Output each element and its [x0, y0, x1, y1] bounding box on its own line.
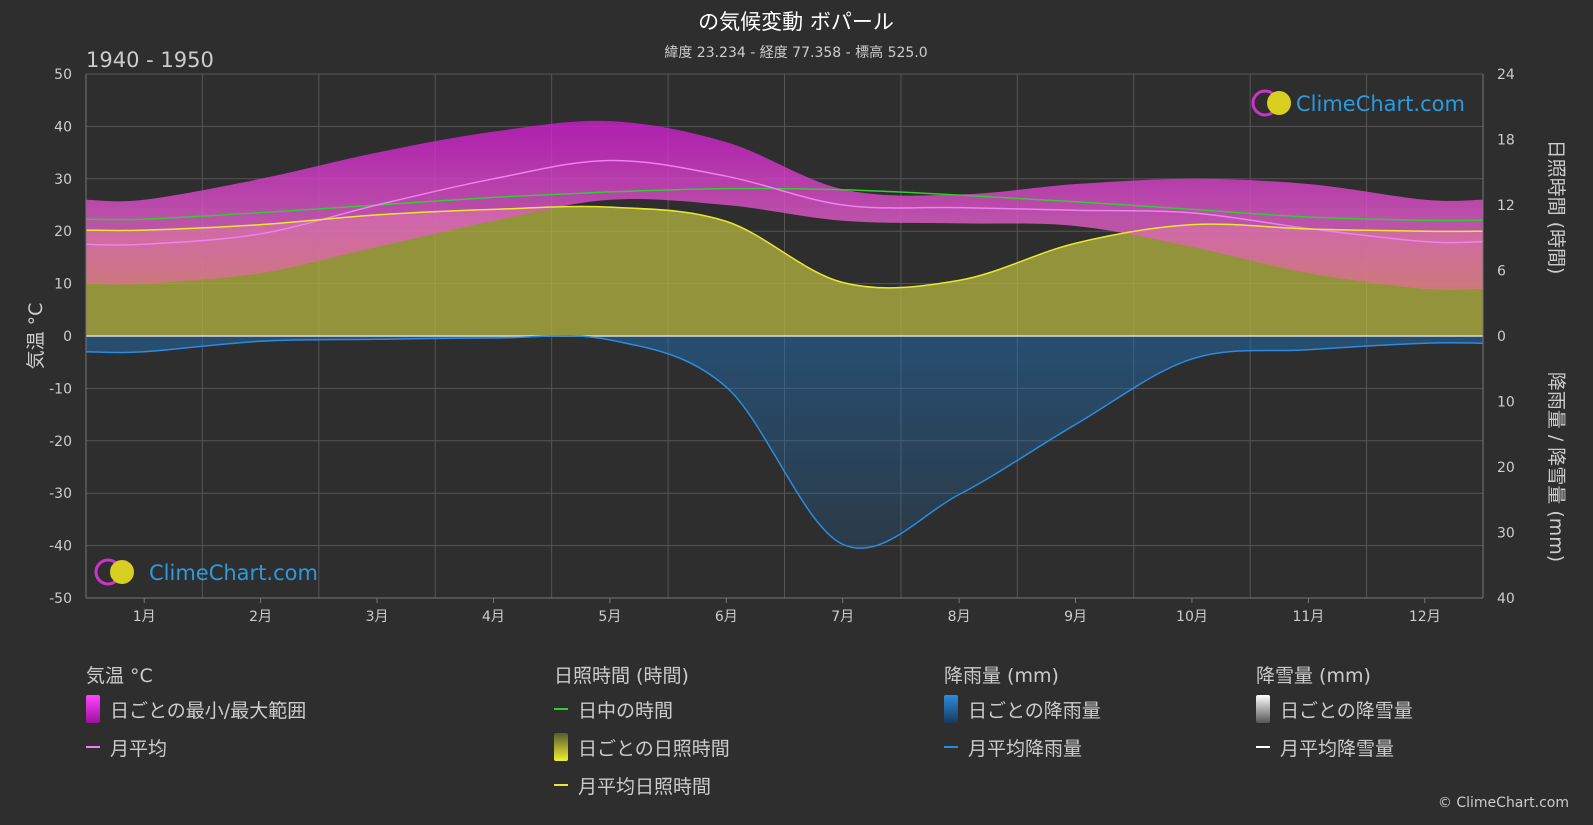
sunshine-mean-line [85, 205, 1484, 289]
month-label: 12月 [1409, 609, 1441, 625]
legend-sunshine-daily-label: 日ごとの日照時間 [578, 737, 730, 760]
legend-snow: 降雪量 (mm) 日ごとの降雪量 月平均降雪量 [1256, 662, 1413, 766]
sunshine-tick-label: 12 [1497, 198, 1515, 214]
legend-rain-mean[interactable]: 月平均降雨量 [944, 728, 1101, 766]
month-label: 8月 [948, 609, 971, 625]
legend-temperature-title: 気温 °C [86, 665, 153, 687]
logo-sun-icon [1267, 91, 1291, 115]
temp-tick-label: 40 [54, 119, 72, 135]
sunshine-tick-label: 6 [1497, 264, 1506, 280]
chart-title: の気候変動 ボパール [698, 10, 894, 34]
temp-tick-label: 0 [63, 329, 72, 345]
legend-rain-daily-label: 日ごとの降雨量 [968, 699, 1101, 722]
chart-subtitle: 緯度 23.234 - 経度 77.358 - 標高 525.0 [664, 44, 927, 61]
legend-rain: 降雨量 (mm) 日ごとの降雨量 月平均降雨量 [944, 662, 1101, 766]
legend-snow-mean-label: 月平均降雪量 [1280, 737, 1395, 760]
temp-tick-label: -30 [49, 486, 72, 502]
temp-tick-label: 50 [54, 67, 72, 83]
sunshine-daily-swatch [554, 733, 568, 761]
daylight-line [85, 187, 1484, 222]
snow-daily-swatch [1256, 695, 1270, 723]
period-label: 1940 - 1950 [86, 48, 214, 72]
sunshine-mean-swatch [554, 784, 568, 786]
brand-text-bottom: ClimeChart.com [149, 561, 318, 585]
month-label: 3月 [366, 609, 389, 625]
brand-logo-bottom[interactable]: ClimeChart.com [94, 558, 318, 586]
legend-snow-daily-label: 日ごとの降雪量 [1280, 699, 1413, 722]
axes: 50 40 30 20 10 0 -10 -20 -30 -40 -50 24 18 12 6 0 10 20 30… [49, 67, 1515, 625]
right-axis-label-top: 日照時間 (時間) [1545, 140, 1567, 275]
legend-snow-daily[interactable]: 日ごとの降雪量 [1256, 690, 1413, 728]
month-label: 1月 [133, 609, 156, 625]
temp-mean-swatch [86, 746, 100, 748]
snow-mean-swatch [1256, 746, 1270, 748]
left-axis-label: 気温 °C [25, 303, 47, 370]
temp-mean-line [85, 159, 1484, 246]
legend-sunshine-mean[interactable]: 月平均日照時間 [554, 766, 730, 804]
legend-rain-daily[interactable]: 日ごとの降雨量 [944, 690, 1101, 728]
legend-temp-range-label: 日ごとの最小/最大範囲 [110, 699, 307, 722]
month-label: 6月 [715, 609, 738, 625]
month-label: 9月 [1064, 609, 1087, 625]
climate-chart: の気候変動 ボパール 緯度 23.234 - 経度 77.358 - 標高 52… [25, 10, 1567, 625]
data-lines [85, 159, 1484, 549]
rain-tick-label: 40 [1497, 591, 1515, 607]
sunshine-tick-label: 24 [1497, 67, 1515, 83]
sunshine-tick-label: 18 [1497, 133, 1515, 149]
legend-daylight-label: 日中の時間 [578, 699, 674, 722]
temp-tick-label: 20 [54, 224, 72, 240]
brand-logo-top[interactable]: ClimeChart.com [1251, 89, 1465, 117]
brand-text-top: ClimeChart.com [1296, 92, 1465, 116]
temp-tick-label: -40 [49, 539, 72, 555]
sunshine-tick-label: 0 [1497, 329, 1506, 345]
data-areas [86, 120, 1483, 549]
right-axis-label-bottom: 降雨量 / 降雪量 (mm) [1545, 372, 1567, 562]
legend-sunshine-title: 日照時間 (時間) [554, 665, 689, 687]
daylight-swatch [554, 708, 568, 710]
temp-tick-label: -50 [49, 591, 72, 607]
temp-tick-label: -20 [49, 434, 72, 450]
legend-daylight[interactable]: 日中の時間 [554, 690, 730, 728]
month-label: 7月 [831, 609, 854, 625]
month-label: 2月 [249, 609, 272, 625]
sunshine-area [86, 206, 1483, 336]
rain-tick-label: 10 [1497, 395, 1515, 411]
rain-daily-swatch [944, 695, 958, 723]
rain-area [86, 335, 1483, 549]
legend-sunshine: 日照時間 (時間) 日中の時間 日ごとの日照時間 月平均日照時間 [554, 662, 730, 804]
legend-snow-title: 降雪量 (mm) [1256, 665, 1371, 687]
legend-temp-mean-label: 月平均 [110, 737, 168, 760]
copyright: © ClimeChart.com [1437, 795, 1569, 811]
temp-range-swatch [86, 695, 100, 723]
legend-sunshine-mean-label: 月平均日照時間 [578, 775, 712, 798]
logo-sun-icon [110, 560, 134, 584]
legend-temp-range[interactable]: 日ごとの最小/最大範囲 [86, 690, 306, 728]
month-label: 5月 [598, 609, 621, 625]
rain-tick-label: 30 [1497, 526, 1515, 542]
temp-range-band [86, 120, 1483, 291]
legend-rain-mean-label: 月平均降雨量 [968, 737, 1083, 760]
rain-tick-label: 20 [1497, 460, 1515, 476]
legend-sunshine-daily[interactable]: 日ごとの日照時間 [554, 728, 730, 766]
legend-temp-mean[interactable]: 月平均 [86, 728, 306, 766]
rain-mean-swatch [944, 746, 958, 748]
rain-mean-line [85, 334, 1484, 549]
temp-tick-label: 30 [54, 172, 72, 188]
legend-snow-mean[interactable]: 月平均降雪量 [1256, 728, 1413, 766]
month-label: 4月 [482, 609, 505, 625]
legend: 気温 °C 日ごとの最小/最大範囲 月平均 日照時間 (時間) 日中の時間 日ご… [0, 662, 1593, 812]
month-label: 10月 [1176, 609, 1208, 625]
temp-tick-label: 10 [54, 277, 72, 293]
legend-temperature: 気温 °C 日ごとの最小/最大範囲 月平均 [86, 662, 306, 766]
month-label: 11月 [1292, 609, 1324, 625]
temp-tick-label: -10 [49, 381, 72, 397]
legend-rain-title: 降雨量 (mm) [944, 665, 1059, 687]
